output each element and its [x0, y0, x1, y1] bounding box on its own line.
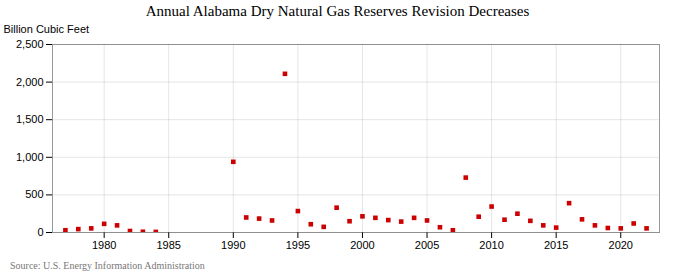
svg-text:0: 0 [37, 226, 43, 238]
svg-text:1990: 1990 [221, 239, 245, 251]
svg-text:2000: 2000 [350, 239, 374, 251]
svg-text:1980: 1980 [92, 239, 116, 251]
svg-text:2005: 2005 [415, 239, 439, 251]
svg-text:500: 500 [25, 188, 43, 200]
svg-text:2,500: 2,500 [16, 38, 44, 50]
svg-text:1985: 1985 [156, 239, 180, 251]
svg-text:2020: 2020 [609, 239, 633, 251]
svg-text:2015: 2015 [544, 239, 568, 251]
svg-text:2010: 2010 [479, 239, 503, 251]
svg-text:2,000: 2,000 [16, 76, 44, 88]
html-text:Annual Alabama Dry Natural Gas: Annual Alabama Dry Natural Gas Reserves … [145, 3, 530, 19]
svg-text:1995: 1995 [286, 239, 310, 251]
svg-text:Billion Cubic Feet: Billion Cubic Feet [4, 23, 90, 35]
html-text:Source: U.S. Energy Informatio: Source: U.S. Energy Information Administ… [10, 260, 205, 271]
svg-text:1,000: 1,000 [16, 151, 44, 163]
svg-text:1,500: 1,500 [16, 113, 44, 125]
